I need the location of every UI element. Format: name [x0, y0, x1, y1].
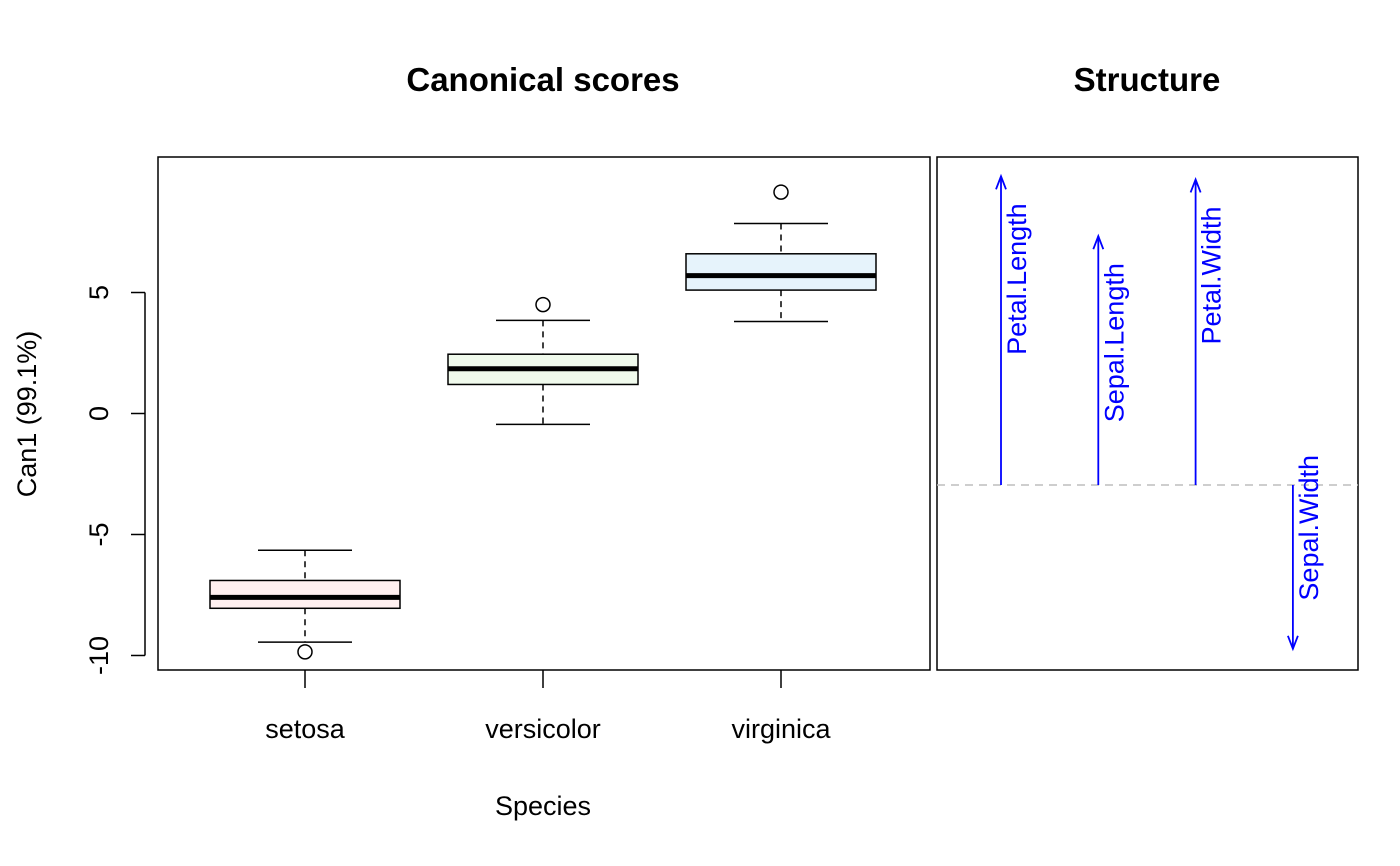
vector-sepal-width: Sepal.Width [1287, 455, 1324, 652]
vector-arrow-head [1287, 635, 1299, 652]
x-tick-label: versicolor [485, 714, 601, 744]
vector-label: Petal.Width [1197, 206, 1227, 344]
canonical-scores-title: Canonical scores [406, 61, 679, 98]
box-virginica [685, 184, 877, 323]
vector-sepal-length: Sepal.Length [1092, 233, 1129, 485]
y-tick-label: 0 [84, 406, 114, 421]
x-axis-label: Species [495, 791, 591, 821]
structure-vectors: Petal.Length Sepal.Length Petal.Width Sepal… [995, 173, 1324, 652]
y-axis-label: Can1 (99.1%) [12, 331, 42, 498]
box-versicolor [447, 296, 639, 426]
vector-label: Sepal.Width [1294, 455, 1324, 601]
y-tick-label: -10 [84, 636, 114, 675]
iqr-box [685, 253, 877, 291]
vector-label: Sepal.Length [1099, 263, 1129, 422]
x-tick-label: virginica [731, 714, 831, 744]
outlier-point [773, 184, 789, 200]
x-axis: setosa versicolor virginica [265, 670, 831, 744]
structure-title: Structure [1074, 61, 1221, 98]
box-setosa [209, 549, 401, 660]
y-tick-label: 5 [84, 285, 114, 300]
vector-petal-length: Petal.Length [995, 173, 1032, 485]
outlier-point [535, 296, 551, 313]
box-plot-area [209, 184, 877, 660]
vector-arrow-head [1189, 176, 1202, 193]
vector-arrow-head [995, 173, 1007, 190]
vector-petal-width: Petal.Width [1189, 176, 1227, 485]
outlier-point [297, 644, 313, 660]
iqr-box [209, 579, 401, 610]
y-axis: -10 -5 0 5 [84, 285, 146, 675]
vector-label: Petal.Length [1002, 203, 1032, 355]
structure-frame [936, 156, 1359, 671]
box-plot-frame [157, 156, 931, 671]
x-tick-label: setosa [265, 714, 346, 744]
y-tick-label: -5 [84, 522, 114, 546]
vector-arrow-head [1092, 233, 1105, 250]
